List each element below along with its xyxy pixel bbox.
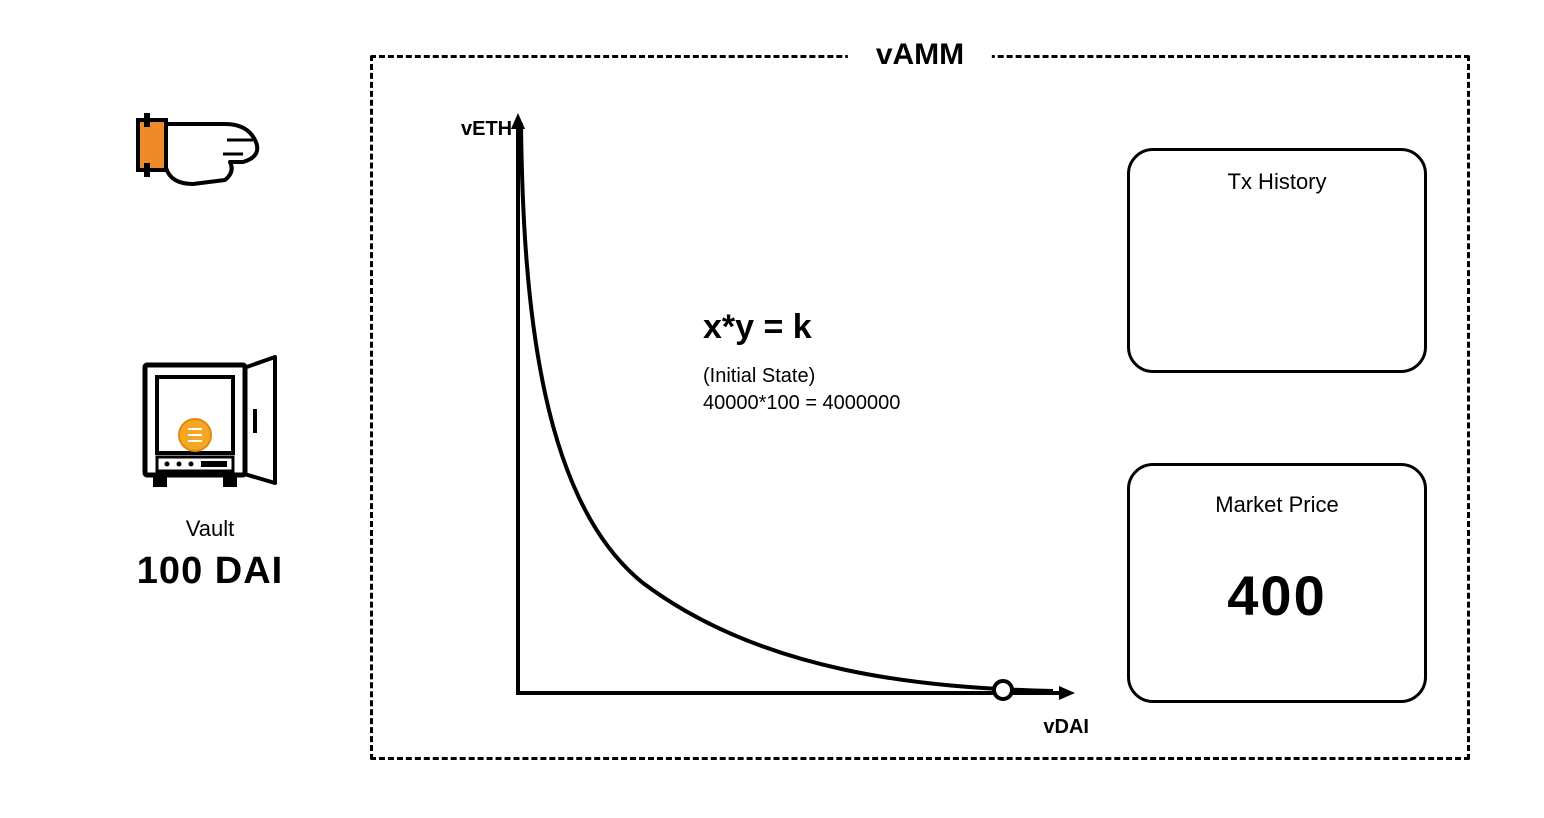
y-axis-label: vETH bbox=[461, 118, 512, 141]
vault-icon bbox=[135, 355, 285, 510]
tx-history-title: Tx History bbox=[1150, 169, 1404, 195]
formula-numeric: 40000*100 = 4000000 bbox=[703, 392, 1033, 415]
vamm-container: vAMM vETH vDAI x*y = k (Initial State) 4… bbox=[370, 55, 1470, 760]
x-axis-label: vDAI bbox=[1043, 716, 1089, 739]
formula-subtitle: (Initial State) bbox=[703, 365, 1033, 388]
formula-equation: x*y = k bbox=[703, 308, 1033, 347]
vault-label: Vault bbox=[186, 516, 235, 542]
vault-amount: 100 DAI bbox=[137, 550, 283, 593]
chart-svg bbox=[443, 113, 1083, 723]
vamm-title-wrap: vAMM bbox=[848, 38, 992, 72]
vault-section: Vault 100 DAI bbox=[80, 110, 340, 593]
market-price-title: Market Price bbox=[1215, 492, 1338, 518]
vamm-chart: vETH vDAI x*y = k (Initial State) 40000*… bbox=[443, 113, 1083, 733]
market-price-panel: Market Price 400 bbox=[1127, 463, 1427, 703]
formula-block: x*y = k (Initial State) 40000*100 = 4000… bbox=[703, 308, 1033, 415]
market-price-value: 400 bbox=[1227, 563, 1326, 628]
tx-history-panel: Tx History bbox=[1127, 148, 1427, 373]
vamm-title: vAMM bbox=[876, 38, 964, 71]
hand-icon bbox=[135, 110, 285, 205]
